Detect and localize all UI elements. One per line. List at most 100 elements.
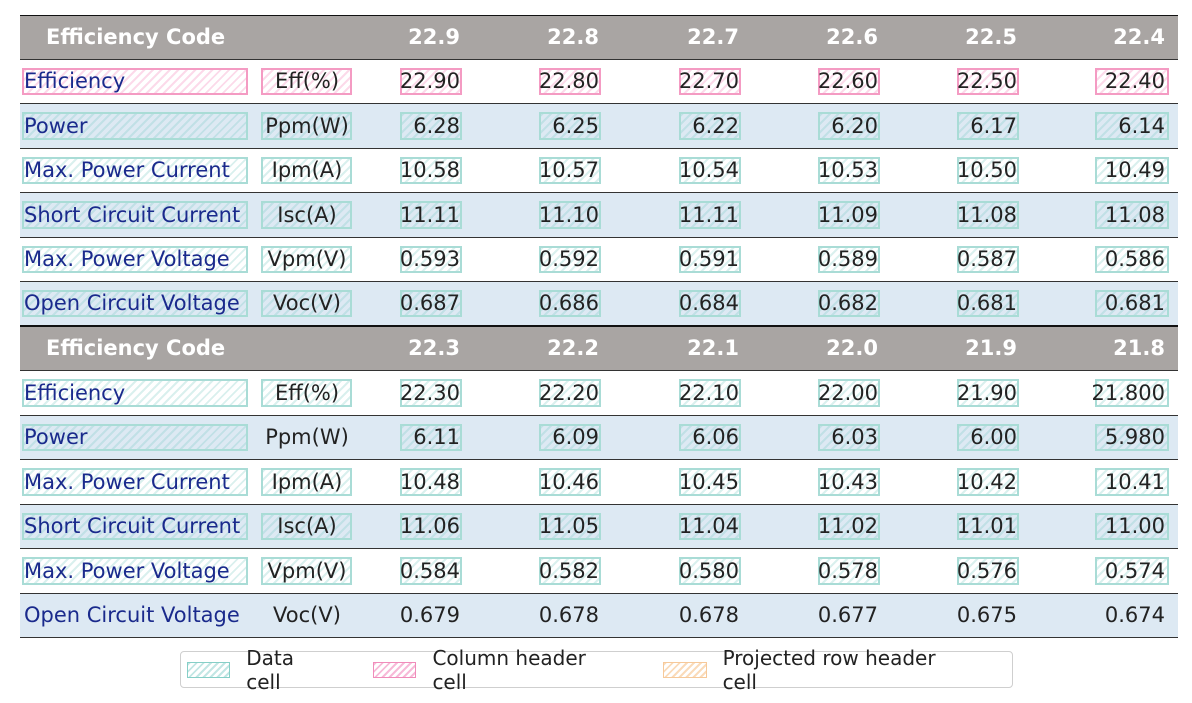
value-cell: 22.20: [538, 380, 599, 405]
value-cell: 0.677: [817, 603, 878, 628]
table-row: Efficiency Eff(%) 22.90 22.80 22.70 22.60 22.5…: [20, 59, 1178, 104]
value-cell: 0.593: [399, 247, 460, 272]
value-cell: 10.43: [817, 469, 878, 494]
value-cell: 0.674: [1104, 603, 1165, 628]
efficiency-code: 22.8: [547, 25, 599, 50]
value-cell: 10.41: [1104, 469, 1165, 494]
table-row: Short Circuit Current Isc(A) 11.11 11.10 11.…: [20, 193, 1178, 238]
row-unit: Vpm(V): [267, 247, 347, 272]
table-row: Short Circuit Current Isc(A) 11.06 11.05 11.…: [20, 504, 1178, 549]
value-cell: 0.586: [1104, 247, 1165, 272]
value-cell: 22.30: [399, 380, 460, 405]
value-cell: 6.06: [692, 425, 739, 450]
table-row: Open Circuit Voltage Voc(V) 0.679 0.678 0.67…: [20, 593, 1178, 638]
row-name: Max. Power Voltage: [24, 558, 230, 583]
row-name: Max. Power Voltage: [24, 247, 230, 272]
value-cell: 11.04: [678, 514, 739, 539]
value-cell: 11.09: [817, 202, 878, 227]
row-name: Open Circuit Voltage: [24, 603, 240, 628]
row-name: Efficiency: [24, 380, 126, 405]
value-cell: 10.50: [956, 158, 1017, 183]
value-cell: 10.49: [1104, 158, 1165, 183]
value-cell: 0.578: [817, 558, 878, 583]
value-cell: 11.08: [1104, 202, 1165, 227]
value-cell: 0.681: [956, 291, 1017, 316]
value-cell: 0.681: [1104, 291, 1165, 316]
row-name: Short Circuit Current: [24, 514, 241, 539]
value-cell: 6.20: [831, 113, 878, 138]
value-cell: 10.46: [538, 469, 599, 494]
header-row: Efficiency Code 22.3 22.2 22.1 22.0 21.9 21.8: [20, 326, 1178, 371]
row-unit: Voc(V): [273, 603, 341, 628]
row-name: Max. Power Current: [24, 158, 230, 183]
legend-label: Column header cell: [432, 645, 586, 694]
legend-item-column-header-cell: Column header cell: [373, 646, 623, 694]
value-cell: 0.580: [678, 558, 739, 583]
value-cell: 22.40: [1104, 69, 1165, 94]
value-cell: 6.28: [413, 113, 460, 138]
value-cell: 22.70: [678, 69, 739, 94]
value-cell: 0.686: [538, 291, 599, 316]
table-row: Max. Power Voltage Vpm(V) 0.584 0.582 0.580 0…: [20, 549, 1178, 594]
value-cell: 6.22: [692, 113, 739, 138]
value-cell: 0.684: [678, 291, 739, 316]
table-row: Power Ppm(W) 6.11 6.09 6.06 6.03 6.00 5.980: [20, 415, 1178, 460]
efficiency-code: 22.3: [408, 336, 460, 361]
efficiency-code: 22.0: [826, 336, 878, 361]
value-cell: 11.01: [956, 514, 1017, 539]
value-cell: 11.02: [817, 514, 878, 539]
data-cell-swatch-icon: [187, 661, 231, 678]
value-cell: 6.00: [970, 425, 1017, 450]
header-label: Efficiency Code: [46, 336, 226, 361]
value-cell: 11.10: [538, 202, 599, 227]
value-cell: 22.50: [956, 69, 1017, 94]
spec-table: Efficiency Code 22.9 22.8 22.7 22.6 22.5 22.4 E…: [20, 15, 1178, 638]
table-row: Max. Power Current Ipm(A) 10.58 10.57 10.54 1…: [20, 148, 1178, 193]
legend-label: Projected row header cell: [722, 645, 936, 694]
efficiency-code: 22.9: [408, 25, 460, 50]
value-cell: 21.800: [1091, 380, 1165, 405]
value-cell: 22.00: [817, 380, 878, 405]
value-cell: 0.592: [538, 247, 599, 272]
value-cell: 10.58: [399, 158, 460, 183]
efficiency-code: 22.4: [1113, 25, 1165, 50]
value-cell: 0.675: [956, 603, 1017, 628]
value-cell: 10.42: [956, 469, 1017, 494]
value-cell: 11.05: [538, 514, 599, 539]
row-unit: Isc(A): [277, 514, 337, 539]
table-row: Max. Power Voltage Vpm(V) 0.593 0.592 0.591 0…: [20, 237, 1178, 282]
efficiency-code: 22.2: [547, 336, 599, 361]
header-row: Efficiency Code 22.9 22.8 22.7 22.6 22.5 22.4: [20, 15, 1178, 60]
efficiency-code: 22.5: [965, 25, 1017, 50]
value-cell: 10.53: [817, 158, 878, 183]
efficiency-code: 22.6: [826, 25, 878, 50]
value-cell: 10.48: [399, 469, 460, 494]
value-cell: 10.57: [538, 158, 599, 183]
efficiency-code: 21.8: [1113, 336, 1165, 361]
row-unit: Ppm(W): [265, 113, 349, 138]
table-row: Open Circuit Voltage Voc(V) 0.687 0.686 0.68…: [20, 282, 1178, 327]
efficiency-code: 22.7: [687, 25, 739, 50]
row-name: Power: [24, 113, 88, 138]
legend: Data cell Column header cell Projected r…: [180, 646, 1013, 694]
value-cell: 0.678: [538, 603, 599, 628]
value-cell: 0.589: [817, 247, 878, 272]
legend-item-projected-row-header-cell: Projected row header cell: [663, 646, 972, 694]
table-row: Max. Power Current Ipm(A) 10.48 10.46 10.45 1…: [20, 460, 1178, 505]
row-unit: Ipm(A): [271, 158, 343, 183]
row-unit: Ipm(A): [271, 469, 343, 494]
value-cell: 22.80: [538, 69, 599, 94]
value-cell: 6.14: [1118, 113, 1165, 138]
value-cell: 0.584: [399, 558, 460, 583]
legend-label: Data cell: [246, 645, 294, 694]
row-unit: Eff(%): [274, 69, 340, 94]
value-cell: 0.682: [817, 291, 878, 316]
value-cell: 11.11: [678, 202, 739, 227]
row-name: Efficiency: [24, 69, 126, 94]
row-name: Power: [24, 425, 88, 450]
value-cell: 0.574: [1104, 558, 1165, 583]
value-cell: 10.45: [678, 469, 739, 494]
column-header-swatch-icon: [373, 661, 417, 678]
value-cell: 11.00: [1104, 514, 1165, 539]
value-cell: 11.08: [956, 202, 1017, 227]
